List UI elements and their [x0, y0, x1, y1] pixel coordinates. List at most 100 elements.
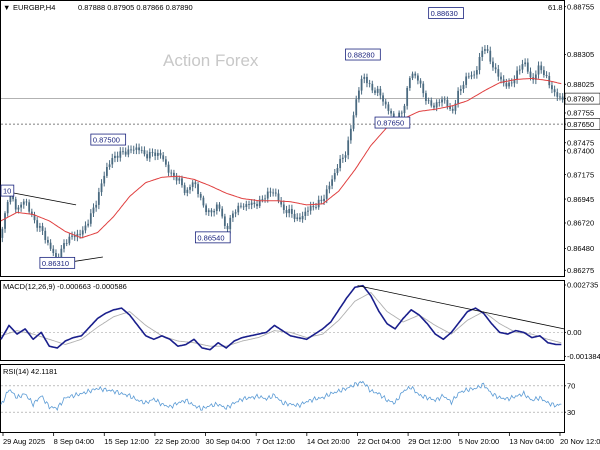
- candle-body: [213, 210, 216, 213]
- candle-body: [95, 204, 98, 208]
- price-annotation-label: 0.86310: [42, 259, 69, 268]
- price-annotation-box: [194, 231, 231, 244]
- candle-body: [551, 85, 553, 90]
- rsi-label: RSI(14) 42.1181: [3, 367, 57, 376]
- candle-body: [221, 208, 224, 217]
- macd-line: [0, 284, 562, 351]
- candle-body: [449, 106, 451, 109]
- candle-body: [87, 223, 90, 226]
- candle-body: [103, 175, 106, 184]
- candle-body: [248, 204, 250, 205]
- candle-body: [414, 73, 417, 76]
- candle-body: [561, 96, 564, 100]
- candle-body: [537, 65, 540, 75]
- candle-body: [518, 69, 521, 71]
- candle-body: [25, 201, 28, 203]
- candle-body: [223, 216, 226, 226]
- candle-body: [416, 75, 419, 81]
- candle-body: [400, 112, 403, 114]
- rsi-y-tick-label: 70: [567, 382, 575, 391]
- candle-body: [475, 70, 478, 75]
- candle-body: [256, 203, 258, 207]
- candle-body: [441, 99, 443, 103]
- candle-body: [151, 152, 154, 153]
- candle-body: [250, 202, 253, 205]
- candle-body: [146, 154, 149, 159]
- price-annotation-label: 0.87500: [93, 136, 120, 145]
- candle-body: [89, 213, 92, 224]
- candle-body: [14, 199, 17, 210]
- candle-body: [336, 168, 339, 174]
- candle-body: [513, 79, 516, 84]
- candle-body: [191, 182, 194, 187]
- candle-body: [127, 149, 130, 155]
- candle-body: [162, 155, 165, 160]
- main-y-tick-label: 0.87175: [567, 170, 594, 179]
- candle-body: [556, 92, 559, 97]
- candle-body: [341, 157, 344, 159]
- candle-body: [419, 80, 422, 84]
- candle-body: [325, 189, 328, 199]
- macd-label: MACD(12,26,9) -0.000663 -0.000586: [3, 282, 127, 291]
- candle-body: [376, 88, 379, 93]
- candle-body: [427, 100, 430, 102]
- x-tick-label: 20 Nov 12:00: [560, 437, 600, 446]
- candle-body: [170, 172, 173, 174]
- candle-body: [425, 93, 427, 101]
- candle-body: [111, 158, 114, 165]
- candle-body: [403, 105, 406, 114]
- candle-body: [258, 199, 261, 207]
- rsi-line: [0, 380, 562, 411]
- trendline-1: [3, 190, 77, 206]
- candle-body: [352, 115, 355, 129]
- rsi-y-axis: 70 30: [564, 382, 575, 417]
- candle-body: [207, 210, 210, 213]
- price-annotation-label: 0.88630: [431, 9, 458, 18]
- candle-body: [122, 151, 124, 153]
- candle-body: [497, 69, 500, 77]
- candle-body: [173, 172, 175, 176]
- candle-body: [71, 235, 73, 237]
- x-tick-label: 29 Aug 2025: [3, 437, 45, 446]
- x-tick-label: 5 Nov 20:00: [459, 437, 499, 446]
- candle-body: [470, 75, 473, 77]
- candle-body: [229, 217, 232, 230]
- candle-body: [73, 235, 76, 238]
- candle-body: [55, 252, 57, 258]
- candle-body: [494, 67, 497, 70]
- candle-body: [280, 201, 283, 205]
- candle-body: [4, 213, 6, 229]
- candle-body: [510, 82, 513, 84]
- candle-body: [33, 214, 36, 221]
- candle-body: [508, 82, 510, 87]
- candle-body: [199, 194, 202, 198]
- candle-body: [242, 206, 245, 208]
- candle-body: [500, 76, 502, 80]
- price-annotation-label: 0.88280: [348, 51, 375, 60]
- candle-body: [1, 228, 4, 238]
- price-annotation-label: 0.86540: [197, 233, 224, 242]
- candle-body: [430, 100, 433, 106]
- candle-body: [484, 49, 486, 51]
- candle-body: [135, 147, 138, 150]
- candle-body: [63, 243, 65, 249]
- candle-body: [465, 76, 468, 85]
- candle-body: [210, 210, 213, 213]
- symbol-dropdown-icon[interactable]: ▼: [3, 3, 10, 12]
- candle-body: [317, 199, 320, 208]
- candle-body: [277, 193, 280, 202]
- x-tick-label: 22 Sep 20:00: [155, 437, 200, 446]
- candle-body: [22, 201, 25, 205]
- moving-average-line: [0, 77, 562, 239]
- candle-body: [516, 70, 518, 80]
- candle-body: [304, 211, 307, 216]
- candle-body: [245, 204, 248, 208]
- candle-body: [197, 184, 199, 195]
- candle-body: [486, 49, 489, 51]
- candle-body: [371, 83, 374, 91]
- candle-body: [473, 74, 476, 76]
- main-y-tick-label: 0.87475: [567, 138, 594, 147]
- main-y-tick-label: 0.88755: [567, 2, 594, 11]
- candle-body: [331, 179, 333, 186]
